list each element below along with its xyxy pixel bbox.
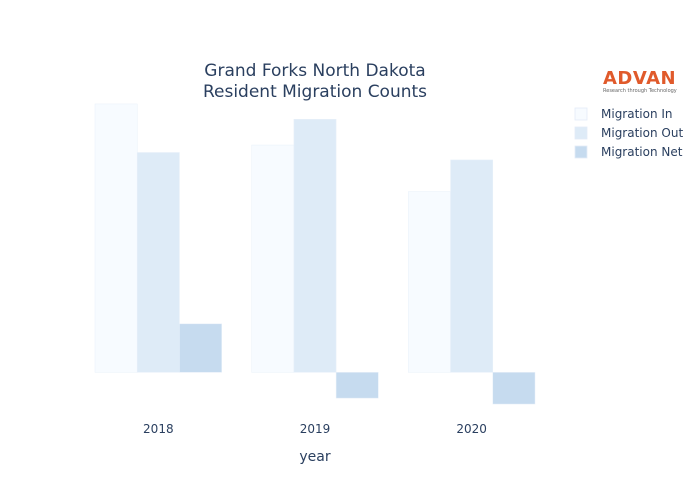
legend-label: Migration In xyxy=(601,107,673,121)
bar-group xyxy=(94,103,536,405)
bar-migration-net-2020[interactable] xyxy=(492,372,536,405)
legend-item-migration-out[interactable]: Migration Out xyxy=(574,126,683,140)
bar-migration-in-2020[interactable] xyxy=(408,191,451,373)
legend-item-migration-net[interactable]: Migration Net xyxy=(574,145,683,159)
legend-swatch xyxy=(574,107,588,121)
x-tick-labels: 2018 2019 2020 xyxy=(143,422,487,436)
bar-migration-net-2018[interactable] xyxy=(179,323,222,373)
x-tick-label-2018: 2018 xyxy=(143,422,174,436)
chart-title-line-1: Grand Forks North Dakota xyxy=(204,61,425,81)
x-tick-label-2020: 2020 xyxy=(456,422,487,436)
legend: Migration In Migration Out Migration Net xyxy=(574,107,683,159)
legend-swatch xyxy=(574,126,588,140)
bar-migration-out-2019[interactable] xyxy=(293,119,337,373)
legend-label: Migration Net xyxy=(601,145,683,159)
x-axis-title: year xyxy=(299,449,330,465)
legend-item-migration-in[interactable]: Migration In xyxy=(574,107,673,121)
bar-migration-in-2019[interactable] xyxy=(251,144,295,373)
legend-label: Migration Out xyxy=(601,126,683,140)
bar-migration-out-2018[interactable] xyxy=(136,152,180,373)
bar-migration-net-2019[interactable] xyxy=(335,372,379,399)
brand-logo-name: ADVAN xyxy=(603,68,676,89)
brand-logo-tagline: Research through Technology xyxy=(603,88,677,94)
legend-swatch xyxy=(574,145,588,159)
chart-title-line-2: Resident Migration Counts xyxy=(203,82,427,102)
bar-migration-out-2020[interactable] xyxy=(450,159,494,373)
brand-logo: ADVAN Research through Technology xyxy=(603,68,677,94)
bar-migration-in-2018[interactable] xyxy=(94,103,138,373)
x-tick-label-2019: 2019 xyxy=(300,422,331,436)
